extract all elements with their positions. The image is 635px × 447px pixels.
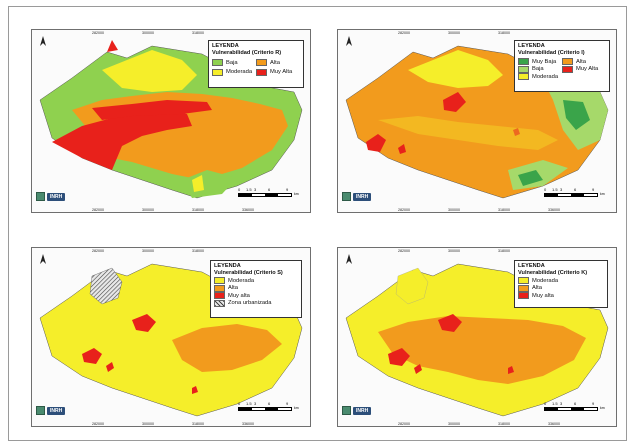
legend-item-alta: Alta [562, 58, 606, 66]
legend-criterio-r: LEYENDA Vulnerabilidad (Criterio R) Baja… [208, 40, 304, 88]
coord-bottom-4: 336000 [242, 208, 254, 212]
legend-item-alta: Alta [518, 284, 604, 293]
legend-swatch [518, 284, 529, 292]
map-panel-criterio-k: 282000 300000 318000 282000 300000 31800… [337, 247, 617, 427]
map-panel-criterio-i: 282000 300000 318000 282000 300000 31800… [337, 29, 617, 213]
legend-swatch-hatch [214, 299, 225, 307]
inrh-logo: INRH [36, 406, 66, 415]
legend-criterio-i: LEYENDA Vulnerabilidad (Criterio I) Muy … [514, 40, 610, 92]
legend-swatch [212, 68, 223, 76]
legend-item-moderada: Moderada [212, 68, 256, 77]
coord-top-2: 300000 [448, 249, 460, 253]
legend-item-zona-urbanizada: Zona urbanizada [214, 299, 298, 308]
legend-criterio-k: LEYENDA Vulnerabilidad (Criterio K) Mode… [514, 260, 608, 308]
map-panel-criterio-r: 282000 300000 318000 282000 300000 31800… [31, 29, 311, 213]
map-panel-criterio-s: 282000 300000 318000 282000 300000 31800… [31, 247, 311, 427]
legend-item-alta: Alta [214, 284, 298, 293]
legend-swatch [562, 65, 573, 73]
coord-bottom-2: 300000 [448, 208, 460, 212]
logo-emblem-icon [36, 192, 45, 201]
legend-title: LEYENDA [212, 43, 239, 49]
coord-bottom-4: 336000 [242, 422, 254, 426]
coord-top-1: 282000 [398, 249, 410, 253]
coord-bottom-3: 318000 [498, 422, 510, 426]
logo-emblem-icon [342, 406, 351, 415]
coord-top-2: 300000 [448, 31, 460, 35]
north-arrow-icon [38, 252, 48, 266]
legend-swatch [518, 65, 529, 73]
coord-top-3: 318000 [498, 249, 510, 253]
legend-item-moderada: Moderada [518, 277, 604, 285]
legend-item-muy-alta: Muy Alta [562, 65, 606, 74]
legend-swatch [518, 73, 529, 81]
legend-title: LEYENDA [214, 263, 241, 269]
legend-item-baja: Baja [212, 59, 256, 67]
scale-bar: 0 1.5 3 6 9 km [238, 401, 299, 411]
coord-top-2: 300000 [142, 249, 154, 253]
legend-swatch [256, 59, 267, 67]
north-arrow-icon [344, 252, 354, 266]
inrh-logo: INRH [342, 406, 372, 415]
coord-top-1: 282000 [92, 249, 104, 253]
coord-bottom-1: 282000 [398, 422, 410, 426]
coord-top-2: 300000 [142, 31, 154, 35]
coord-top-3: 318000 [498, 31, 510, 35]
legend-subtitle: Vulnerabilidad (Criterio K) [518, 270, 588, 276]
legend-swatch [518, 292, 529, 300]
legend-item-muy-alta: Muy Alta [256, 68, 300, 77]
logo-emblem-icon [342, 192, 351, 201]
legend-title: LEYENDA [518, 43, 545, 49]
legend-item-moderada: Moderada [518, 73, 562, 81]
legend-swatch [214, 277, 225, 285]
scale-bar: 0 1.5 3 6 9 km [544, 187, 605, 197]
legend-subtitle: Vulnerabilidad (Criterio I) [518, 50, 585, 56]
legend-subtitle: Vulnerabilidad (Criterio S) [214, 270, 283, 276]
scale-bar: 0 1.5 3 6 9 km [544, 401, 605, 411]
coord-bottom-2: 300000 [142, 208, 154, 212]
legend-subtitle: Vulnerabilidad (Criterio R) [212, 50, 282, 56]
legend-item-muy-baja: Muy Baja [518, 58, 562, 66]
legend-item-moderada: Moderada [214, 277, 298, 285]
coord-bottom-3: 318000 [498, 208, 510, 212]
legend-criterio-s: LEYENDA Vulnerabilidad (Criterio S) Mode… [210, 260, 302, 318]
coord-bottom-3: 318000 [192, 208, 204, 212]
north-arrow-icon [38, 34, 48, 48]
coord-bottom-1: 282000 [92, 208, 104, 212]
coord-bottom-1: 282000 [398, 208, 410, 212]
legend-swatch [214, 284, 225, 292]
coord-top-3: 318000 [192, 249, 204, 253]
legend-swatch [518, 277, 529, 285]
legend-title: LEYENDA [518, 263, 545, 269]
scale-bar: 0 1.5 3 6 9 km [238, 187, 299, 197]
legend-swatch [214, 292, 225, 300]
inrh-logo: INRH [342, 192, 372, 201]
north-arrow-icon [344, 34, 354, 48]
coord-bottom-4: 336000 [548, 208, 560, 212]
legend-item-muy-alta: Muy alta [518, 292, 604, 300]
logo-emblem-icon [36, 406, 45, 415]
coord-top-1: 282000 [92, 31, 104, 35]
figure-frame: 282000 300000 318000 282000 300000 31800… [8, 6, 627, 441]
legend-swatch [518, 58, 529, 66]
legend-item-alta: Alta [256, 59, 300, 67]
inrh-logo: INRH [36, 192, 66, 201]
coord-bottom-1: 282000 [92, 422, 104, 426]
coord-bottom-2: 300000 [448, 422, 460, 426]
coord-top-1: 282000 [398, 31, 410, 35]
coord-bottom-3: 318000 [192, 422, 204, 426]
coord-bottom-2: 300000 [142, 422, 154, 426]
legend-swatch [562, 58, 573, 66]
coord-bottom-4: 336000 [548, 422, 560, 426]
legend-swatch [256, 68, 267, 76]
legend-item-baja: Baja [518, 65, 562, 74]
coord-top-3: 318000 [192, 31, 204, 35]
legend-swatch [212, 59, 223, 67]
legend-item-muy-alta: Muy alta [214, 292, 298, 300]
